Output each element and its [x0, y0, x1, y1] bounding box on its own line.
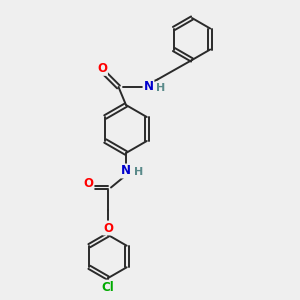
Text: O: O	[83, 177, 94, 190]
Text: N: N	[121, 164, 131, 178]
Text: H: H	[157, 82, 166, 93]
Text: H: H	[134, 167, 143, 177]
Text: N: N	[143, 80, 154, 94]
Text: O: O	[97, 62, 107, 75]
Text: O: O	[103, 221, 113, 235]
Text: Cl: Cl	[102, 280, 114, 294]
